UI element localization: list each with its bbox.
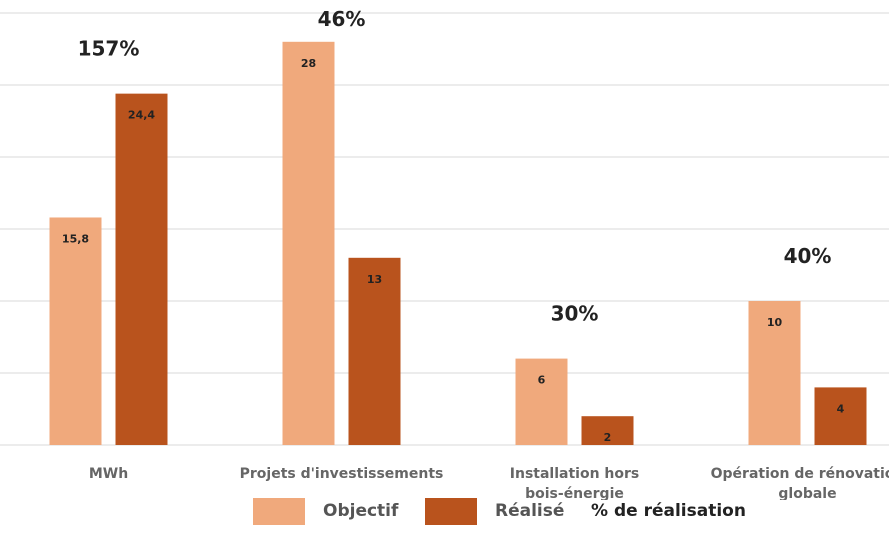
legend-label-pct: % de réalisation	[591, 501, 746, 521]
legend: Objectif Réalisé % de réalisation	[0, 497, 889, 527]
category-label: Projets d'investissements	[240, 466, 444, 482]
data-label: 15,8	[62, 232, 89, 245]
data-label: 13	[367, 273, 382, 286]
bar-objectif	[748, 301, 801, 445]
bar-chart: 15,8 24,4 157% MWh 28 13 46% Projets d'investis…	[0, 7, 889, 500]
category-label: globale	[778, 486, 836, 500]
legend-label-objectif: Objectif	[323, 501, 399, 521]
data-label: 4	[837, 402, 845, 415]
percent-label: 157%	[78, 37, 140, 61]
category-label: Installation hors	[510, 466, 639, 482]
category-label: bois-énergie	[525, 486, 624, 500]
data-label: 6	[538, 374, 546, 387]
category-label: MWh	[89, 466, 128, 482]
data-label: 2	[604, 431, 612, 444]
legend-swatch-realise	[425, 497, 477, 525]
category-label: Opération de rénovation	[711, 466, 889, 482]
data-label: 28	[301, 57, 316, 70]
legend-label-realise: Réalisé	[495, 501, 565, 521]
bar-objectif	[282, 41, 335, 446]
legend-item-realise: Réalisé	[425, 497, 564, 525]
bar-realise	[581, 416, 634, 445]
legend-swatch-objectif	[253, 497, 305, 525]
percent-label: 40%	[784, 244, 832, 268]
percent-label: 46%	[318, 7, 366, 31]
data-label: 24,4	[128, 109, 155, 122]
legend-item-objectif: Objectif	[253, 497, 398, 525]
bar-realise	[115, 93, 168, 445]
bar-realise	[348, 257, 401, 445]
bar-objectif	[49, 217, 102, 445]
data-label: 10	[767, 316, 783, 329]
percent-label: 30%	[551, 302, 599, 326]
bar-realise	[814, 387, 867, 445]
bar-objectif	[515, 358, 568, 445]
